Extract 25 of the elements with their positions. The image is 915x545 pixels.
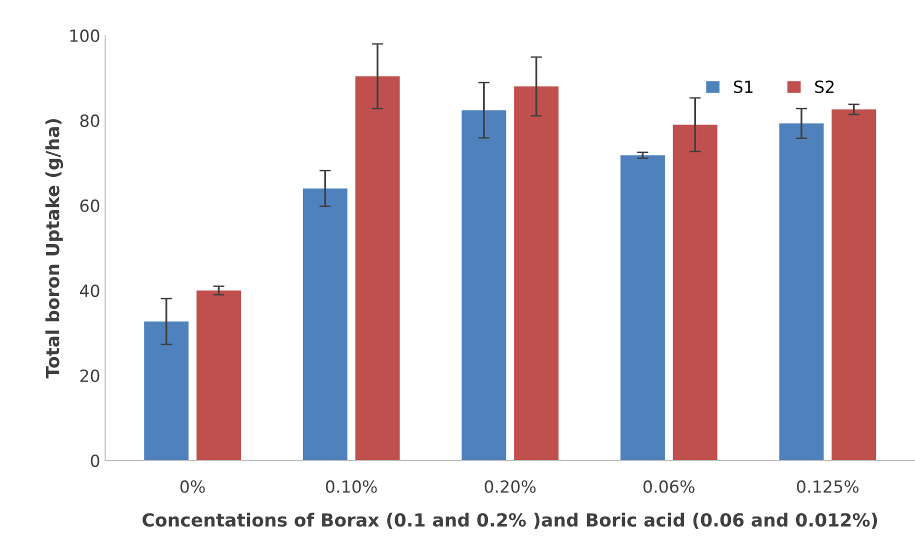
x-tick-label: 0% (180, 480, 205, 493)
legend-label: S1 (734, 80, 752, 94)
y-tick-label: 40 (80, 284, 100, 298)
bar (462, 110, 506, 461)
bar (672, 124, 718, 461)
bar (302, 188, 348, 461)
bar (620, 155, 665, 461)
bar (355, 76, 400, 461)
x-axis-title: Concentations of Borax (0.1 and 0.2% )and Boric acid (0.06 and 0.012%) (142, 512, 878, 529)
x-tick-label: 0.125% (796, 480, 859, 493)
y-tick-label: 60 (80, 199, 100, 212)
y-tick-label: 100 (70, 29, 100, 42)
bar (779, 123, 824, 461)
bar (196, 290, 241, 461)
bar (832, 109, 876, 461)
legend-label: S2 (815, 80, 834, 94)
bar (514, 86, 559, 461)
y-tick-label: 0 (90, 454, 100, 468)
x-tick-label: 0.10% (326, 480, 377, 493)
bar (144, 322, 189, 461)
y-tick-label: 20 (80, 369, 100, 382)
x-tick-label: 0.20% (484, 480, 536, 493)
y-axis-title: Total boron Uptake (g/ha) (45, 119, 63, 378)
y-tick-label: 80 (80, 114, 100, 128)
x-tick-label: 0.06% (644, 480, 694, 493)
